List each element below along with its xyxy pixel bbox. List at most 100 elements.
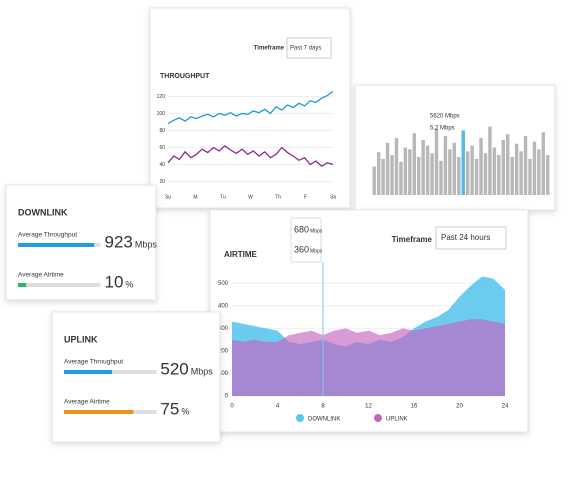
callout-text: 5620 Mbps (430, 114, 460, 120)
tooltip-value: 680 (294, 224, 309, 234)
y-tick-label: 300 (218, 326, 229, 332)
histogram-bar (434, 128, 439, 195)
y-tick-label: 400 (218, 303, 229, 309)
downlink-panel: DOWNLINK Average Throughput 923 Mbps Average… (5, 184, 158, 301)
metric-value: 75 (160, 399, 179, 418)
histogram-bar (479, 138, 483, 195)
x-tick-label: Su (165, 194, 171, 200)
callout-text: 5.2 Mbps (430, 126, 455, 132)
histogram-bar (461, 130, 465, 195)
histogram-bar (514, 143, 519, 195)
histogram-bar (483, 153, 488, 195)
timeframe-value: Past 7 days (290, 46, 321, 52)
legend-swatch (374, 414, 382, 422)
y-tick-label: 20 (159, 179, 165, 185)
throughput-panel: THROUGHPUT Timeframe Past 7 days 20 40 60 80 10… (149, 7, 351, 209)
histogram-bar (497, 155, 501, 195)
panel-bg (51, 311, 221, 443)
line-series (167, 144, 334, 168)
metric-unit: Mbps (135, 239, 158, 249)
airtime-panel: AIRTIME Timeframe Past 24 hours 0 100 200 300 4… (209, 209, 529, 433)
metric-unit: % (125, 279, 133, 289)
metric-value: 923 (105, 232, 133, 251)
tooltip-unit: Mbps (310, 248, 323, 254)
x-tick-label: M (193, 194, 197, 200)
histogram-bar (390, 155, 394, 195)
x-tick-label: 16 (411, 404, 418, 410)
timeframe-value: Past 24 hours (441, 233, 490, 242)
legend-swatch (296, 414, 304, 422)
histogram-bar (452, 142, 457, 195)
metric-value: 520 (160, 359, 188, 378)
histogram-bar (385, 142, 390, 195)
metric-track (18, 283, 101, 287)
histogram-bar (403, 147, 408, 195)
metric-label: Average Airtime (64, 399, 110, 406)
y-tick-label: 500 (218, 281, 229, 287)
metric-bar (18, 243, 95, 247)
histogram-bar (417, 157, 421, 195)
y-tick-label: 200 (218, 348, 229, 354)
histogram-bar (528, 158, 532, 195)
x-tick-label: 4 (276, 404, 280, 410)
histogram-bar (443, 136, 448, 195)
metric-unit: % (181, 406, 189, 416)
y-tick-label: 60 (159, 145, 165, 151)
metric-label: Average Throughput (18, 232, 77, 239)
y-tick-label: 80 (159, 128, 165, 134)
histogram-bar (537, 149, 541, 195)
metric-bar (18, 283, 27, 287)
histogram-bar (408, 149, 412, 195)
histogram-bar (412, 133, 416, 195)
histogram-bar (457, 157, 461, 195)
timeframe-dropdown[interactable] (286, 37, 332, 59)
y-tick-label: 100 (218, 371, 229, 377)
histogram-bar (510, 157, 514, 195)
x-tick-label: 24 (502, 404, 509, 410)
metric-bar (64, 370, 113, 374)
histogram-bar (399, 161, 403, 195)
x-tick-label: Tu (220, 194, 226, 200)
histogram-bar (501, 139, 505, 195)
histogram-bar (465, 151, 470, 195)
legend-label: UPLINK (386, 417, 408, 423)
histogram-bar (372, 166, 376, 195)
panel-title: DOWNLINK (18, 207, 68, 217)
x-tick-label: F (304, 194, 307, 200)
metric-bar (64, 410, 134, 414)
panel-title: UPLINK (64, 334, 98, 344)
y-tick-label: 40 (159, 162, 165, 168)
line-series (167, 90, 334, 125)
histogram-bar (506, 134, 510, 195)
histogram-bar (488, 126, 492, 195)
area-series (232, 319, 505, 396)
x-tick-label: 8 (321, 404, 325, 410)
timeframe-label: Timeframe (254, 46, 285, 52)
histogram-bar (470, 145, 474, 195)
metric-label: Average Airtime (18, 272, 64, 279)
timeframe-dropdown[interactable] (435, 226, 507, 250)
panel-title: THROUGHPUT (160, 73, 210, 80)
metric-value: 10 (105, 272, 124, 291)
x-tick-label: W (248, 194, 253, 200)
metric-unit: Mbps (191, 366, 214, 376)
histogram-bar (425, 145, 430, 195)
x-tick-label: 12 (365, 404, 372, 410)
timeframe-label: Timeframe (392, 235, 433, 244)
histogram-bar (474, 158, 479, 195)
x-tick-label: 20 (456, 404, 463, 410)
histogram-bar (492, 147, 497, 195)
histogram-bar (546, 155, 550, 195)
tooltip-value: 360 (294, 244, 309, 254)
histogram-bar (519, 151, 523, 195)
panel-title: AIRTIME (224, 250, 258, 259)
tooltip-box (290, 217, 322, 263)
y-tick-label: 100 (157, 111, 166, 117)
histogram-bar (448, 149, 452, 195)
x-tick-label: Sa (330, 194, 336, 200)
y-tick-label: 120 (157, 94, 166, 100)
histogram-bar (430, 153, 434, 195)
y-tick-label: 0 (225, 394, 229, 400)
histogram-bar (541, 132, 546, 195)
